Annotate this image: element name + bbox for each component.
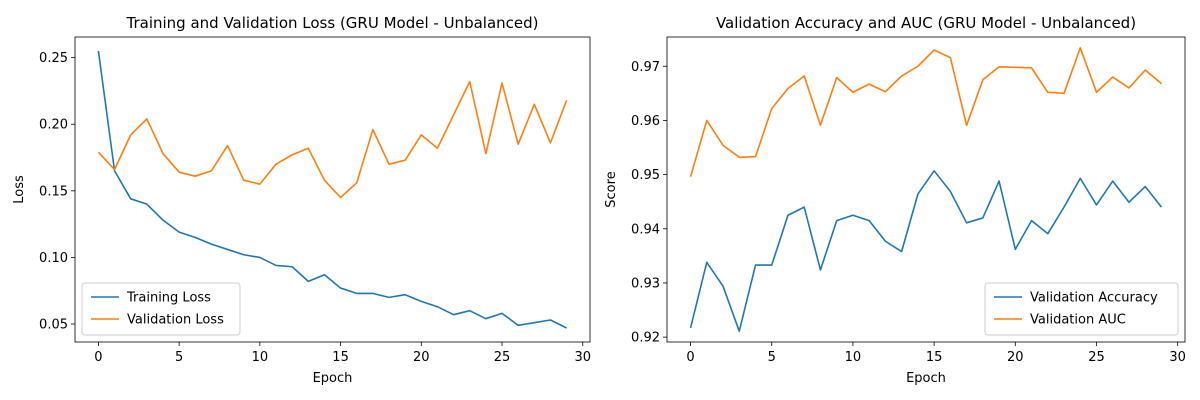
score-y-tick-label: 0.97 [631,60,660,75]
validation-auc-line [689,47,1162,177]
score-y-tick-label: 0.92 [631,331,660,346]
score-y-axis-label: Score [604,171,619,207]
score-y-tick-label: 0.95 [631,168,660,183]
validation-loss-legend-label: Validation Loss [127,313,224,328]
score-x-tick-label: 0 [686,350,694,365]
score-x-tick-label: 15 [926,350,943,365]
accuracy-auc-chart: Validation Accuracy and AUC (GRU Model -… [604,14,1186,386]
loss-x-tick-label: 5 [175,350,183,365]
loss-x-tick-label: 20 [413,350,430,365]
score-x-tick-label: 25 [1088,350,1105,365]
loss-chart: Training and Validation Loss (GRU Model … [12,14,591,386]
score-x-tick-label: 5 [768,350,776,365]
loss-y-tick-label: 0.10 [39,251,68,266]
loss-x-tick-label: 15 [332,350,349,365]
score-x-tick-label: 30 [1169,350,1186,365]
score-x-tick-label: 10 [845,350,862,365]
loss-x-tick-label: 10 [252,350,269,365]
score-legend: Validation Accuracy Validation AUC [984,282,1179,336]
validation-accuracy-legend-label: Validation Accuracy [1030,291,1158,306]
loss-chart-title: Training and Validation Loss (GRU Model … [126,14,539,32]
score-y-tick-label: 0.94 [631,222,660,237]
score-y-tick-label: 0.96 [631,114,660,129]
loss-y-tick-label: 0.05 [39,318,68,333]
legend-box [81,282,241,336]
loss-x-tick-label: 25 [494,350,511,365]
loss-x-tick-label: 30 [574,350,591,365]
legend-box [984,282,1179,336]
loss-axes-frame [74,36,591,343]
loss-x-tick-label: 0 [94,350,102,365]
validation-loss-line [97,80,568,199]
loss-y-axis-label: Loss [12,175,27,204]
score-y-tick-label: 0.93 [631,276,660,291]
score-x-tick-label: 20 [1007,350,1024,365]
loss-y-tick-label: 0.20 [39,118,68,133]
validation-auc-legend-label: Validation AUC [1030,313,1126,328]
loss-x-axis-label: Epoch [313,371,353,386]
score-x-axis-label: Epoch [906,371,946,386]
validation-accuracy-line [689,170,1163,332]
score-chart-title: Validation Accuracy and AUC (GRU Model -… [716,14,1136,32]
loss-legend: Training Loss Validation Loss [81,282,241,336]
loss-y-tick-label: 0.15 [39,184,68,199]
loss-y-tick-label: 0.25 [39,51,68,66]
training-loss-legend-label: Training Loss [126,291,211,306]
score-axes-frame [666,36,1186,343]
training-loss-line [97,50,567,329]
